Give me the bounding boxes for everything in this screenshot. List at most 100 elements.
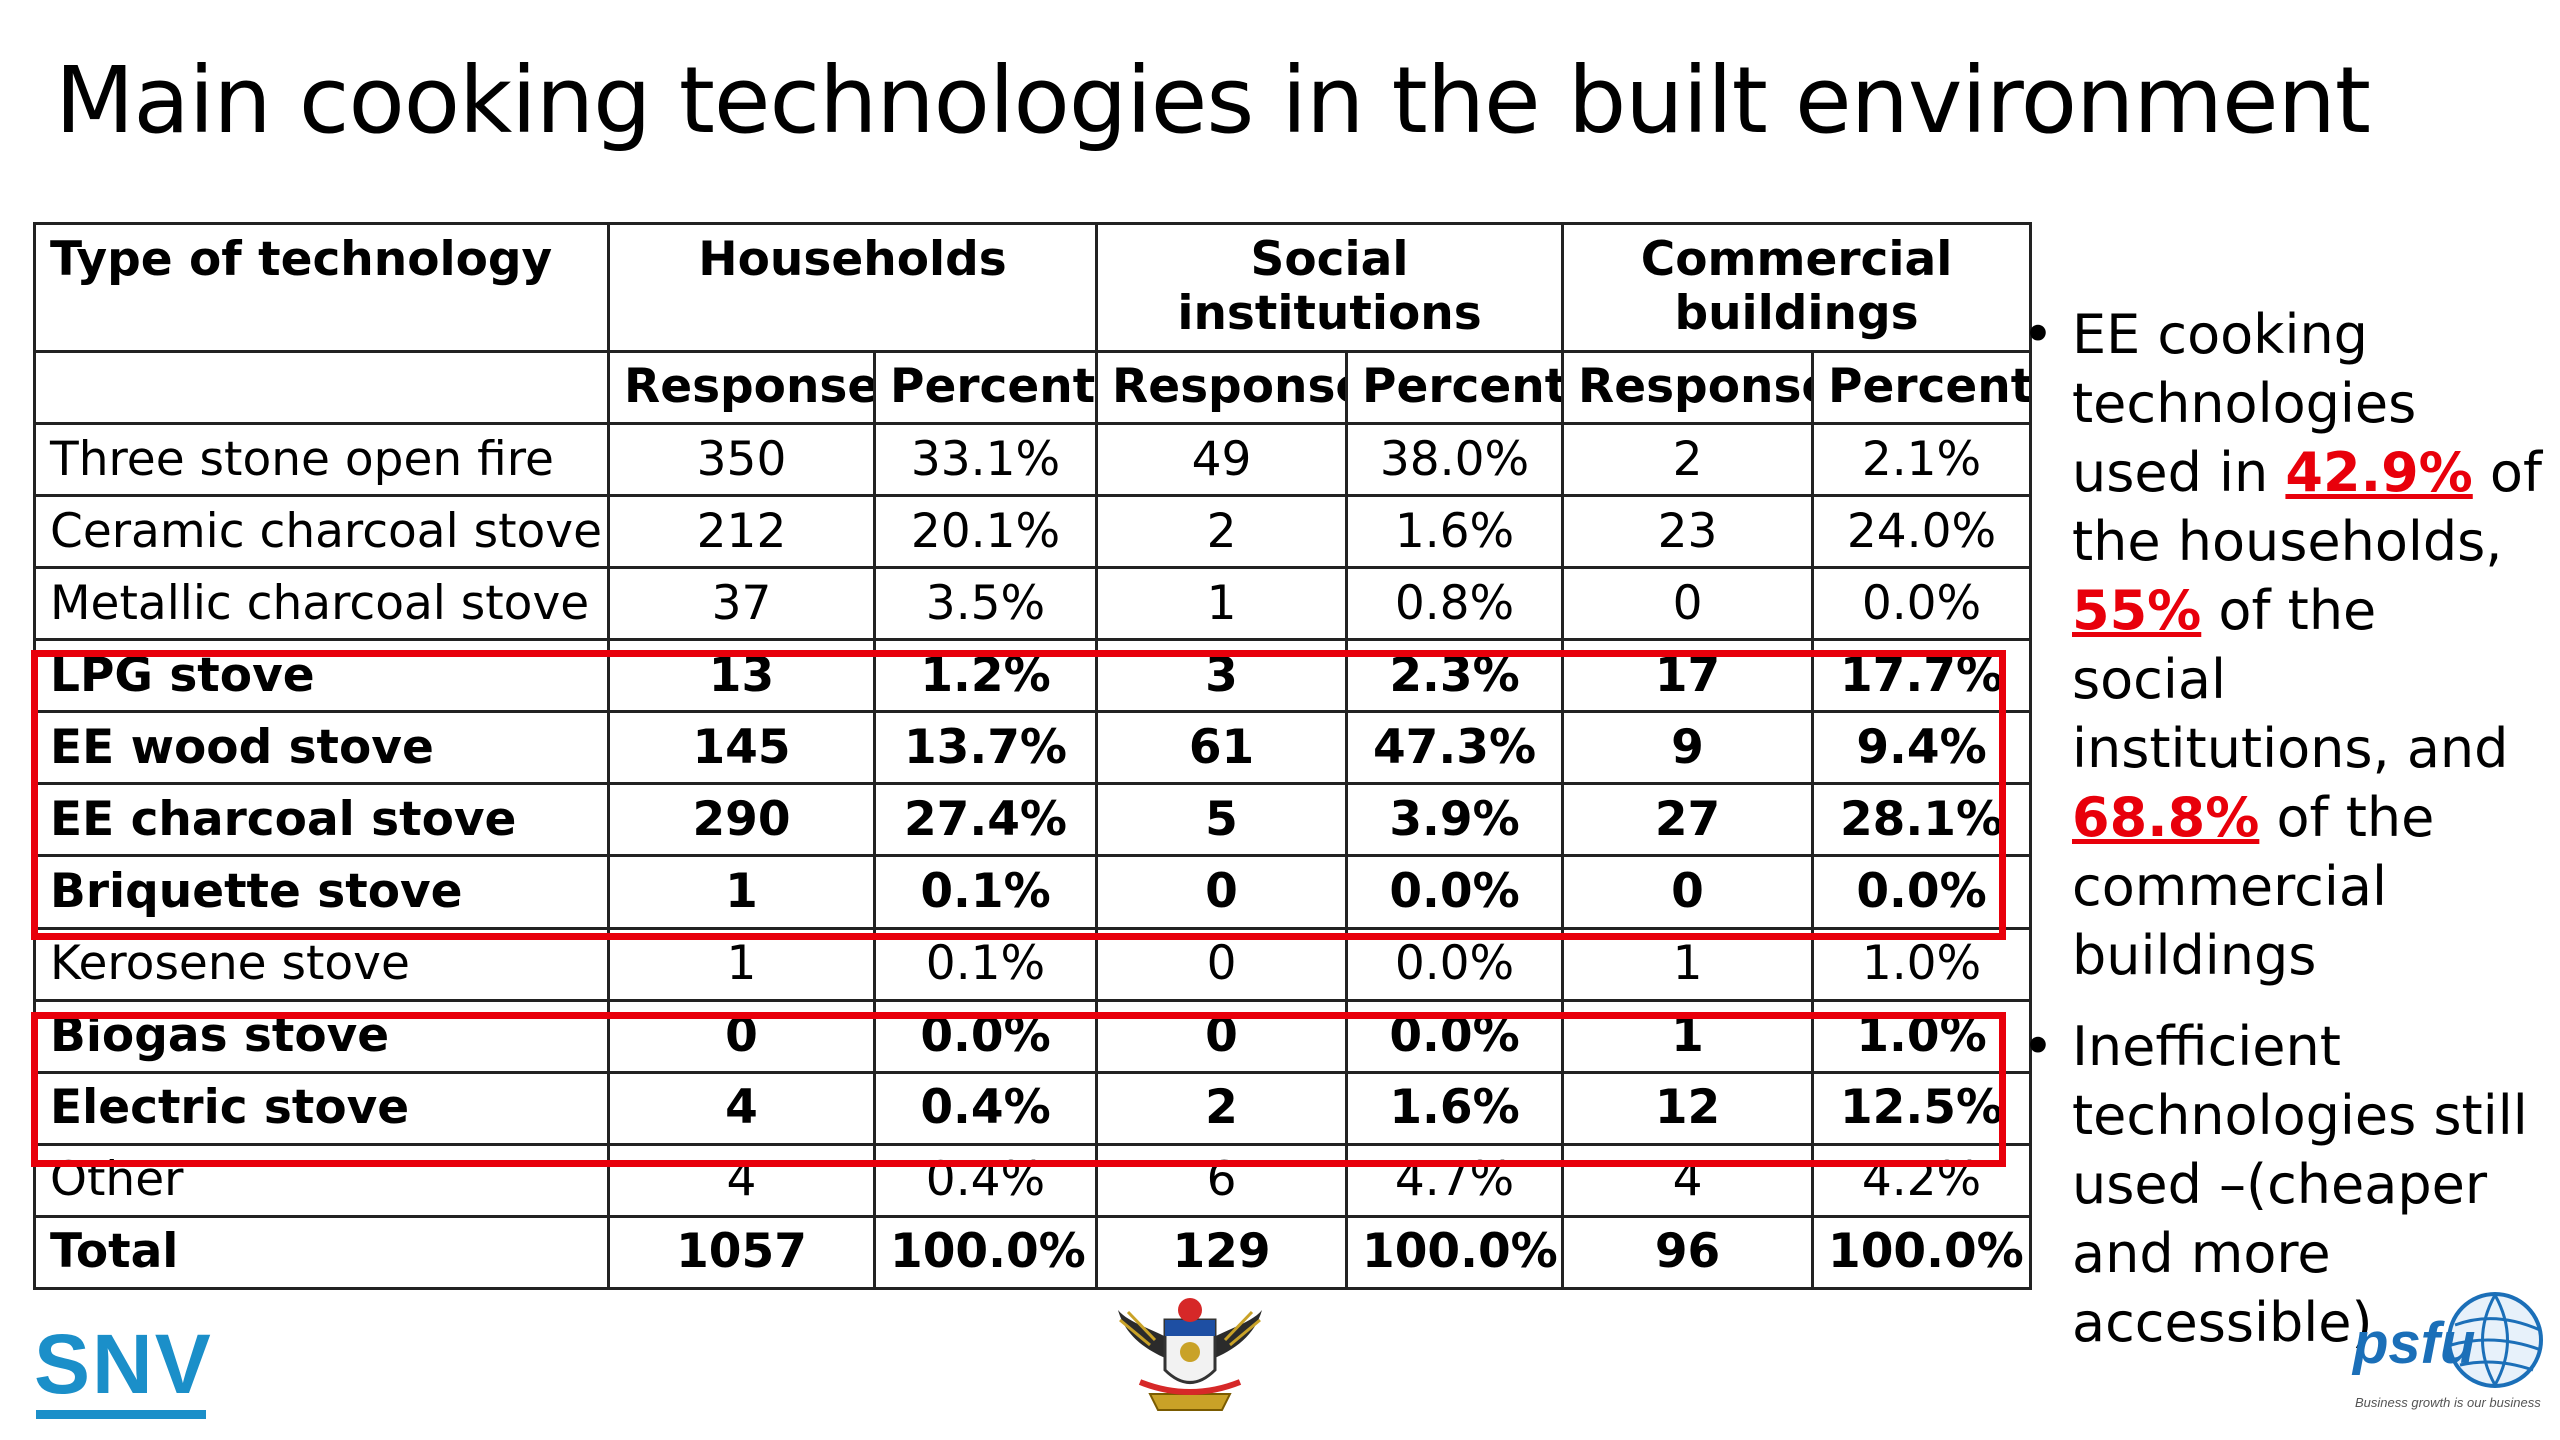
table-cell: 2 <box>1561 421 1815 498</box>
table-cell: 1 <box>1561 998 1815 1074</box>
table-cell: 4.2% <box>1811 1142 2033 1218</box>
snv-logo: SNV <box>34 1317 213 1411</box>
table-cell: 0.0% <box>1811 566 2033 642</box>
table-row: Kerosene stove 1 0.1% 0 0.0% 1 1.0% <box>33 926 2033 1002</box>
table-cell: 4 <box>607 1070 876 1146</box>
table-cell: 2 <box>1095 494 1349 570</box>
table-cell: 12.5% <box>1811 1070 2033 1146</box>
bullet-inefficient: • Inefficient technologies still used –(… <box>2020 1012 2545 1357</box>
table-cell: 350 <box>607 421 876 498</box>
table-cell: 61 <box>1095 710 1349 786</box>
table-cell: 0 <box>1561 566 1815 642</box>
table-cell: 38.0% <box>1345 421 1565 498</box>
table-cell: 9.4% <box>1811 710 2033 786</box>
psfu-wordmark: psfu <box>2351 1311 2475 1376</box>
header-blank <box>33 350 610 425</box>
table-cell: 0.0% <box>872 998 1099 1074</box>
table-cell: 27 <box>1561 782 1815 858</box>
table-cell: 1.0% <box>1811 926 2033 1002</box>
row-label: Metallic charcoal stove <box>33 566 610 642</box>
table-row: Briquette stove 1 0.1% 0 0.0% 0 0.0% <box>33 854 2033 930</box>
table-row: EE wood stove 145 13.7% 61 47.3% 9 9.4% <box>33 710 2033 786</box>
table-cell: 0.1% <box>872 854 1099 930</box>
table-row: Other 4 0.4% 6 4.7% 4 4.2% <box>33 1142 2033 1218</box>
subheader-response: Response <box>607 350 876 425</box>
slide-title: Main cooking technologies in the built e… <box>55 47 2371 154</box>
bullet-ee-usage: • EE cooking technologies used in 42.9% … <box>2020 300 2545 990</box>
summary-bullets: • EE cooking technologies used in 42.9% … <box>2020 300 2545 1379</box>
psfu-tagline: Business growth is our business <box>2355 1395 2541 1410</box>
table-cell: 1.0% <box>1811 998 2033 1074</box>
header-commercial-buildings: Commercial buildings <box>1561 222 2033 353</box>
table-cell: 0.0% <box>1345 854 1565 930</box>
table-cell: 100.0% <box>1811 1214 2033 1291</box>
table-cell: 24.0% <box>1811 494 2033 570</box>
table-cell: 6 <box>1095 1142 1349 1218</box>
table-row-total: Total 1057 100.0% 129 100.0% 96 100.0% <box>33 1214 2033 1291</box>
table-cell: 0 <box>1095 854 1349 930</box>
table-cell: 0 <box>1095 926 1349 1002</box>
table-cell: 1 <box>607 854 876 930</box>
psfu-globe-icon: psfu Business growth is our business <box>2351 1292 2543 1410</box>
snv-logo-underline <box>36 1410 206 1419</box>
table-cell: 1 <box>607 926 876 1002</box>
row-label: Electric stove <box>33 1070 610 1146</box>
table-cell: 212 <box>607 494 876 570</box>
table-cell: 1057 <box>607 1214 876 1291</box>
table-cell: 23 <box>1561 494 1815 570</box>
table-cell: 28.1% <box>1811 782 2033 858</box>
bullet-dot-icon: • <box>2022 303 2054 366</box>
highlight-commercial-percent: 68.8% <box>2072 786 2260 849</box>
table-cell: 1.6% <box>1345 1070 1565 1146</box>
table-cell: 2.1% <box>1811 421 2033 498</box>
highlight-households-percent: 42.9% <box>2285 441 2473 504</box>
header-social-institutions: Social institutions <box>1095 222 1565 353</box>
table-cell: 1 <box>1561 926 1815 1002</box>
bullet-dot-icon: • <box>2022 1015 2054 1078</box>
row-label: LPG stove <box>33 638 610 714</box>
table-cell: 47.3% <box>1345 710 1565 786</box>
table-cell: 3.5% <box>872 566 1099 642</box>
table-row: Three stone open fire 350 33.1% 49 38.0%… <box>33 421 2033 498</box>
table-row: Biogas stove 0 0.0% 0 0.0% 1 1.0% <box>33 998 2033 1074</box>
cooking-technology-table: Type of technology Households Social ins… <box>33 222 2033 1291</box>
table-cell: 17.7% <box>1811 638 2033 714</box>
table-cell: 0.0% <box>1345 998 1565 1074</box>
table-cell: 9 <box>1561 710 1815 786</box>
table-cell: 0.0% <box>1811 854 2033 930</box>
highlight-social-percent: 55% <box>2072 579 2202 642</box>
table-cell: 0 <box>607 998 876 1074</box>
table-row: Electric stove 4 0.4% 2 1.6% 12 12.5% <box>33 1070 2033 1146</box>
row-label: EE charcoal stove <box>33 782 610 858</box>
table-cell: 100.0% <box>872 1214 1099 1291</box>
subheader-percent: Percent <box>1811 350 2033 425</box>
table-cell: 0.0% <box>1345 926 1565 1002</box>
subheader-response: Response <box>1561 350 1815 425</box>
subheader-percent: Percent <box>1345 350 1565 425</box>
table-cell: 49 <box>1095 421 1349 498</box>
table-cell: 20.1% <box>872 494 1099 570</box>
table-row: Ceramic charcoal stove 212 20.1% 2 1.6% … <box>33 494 2033 570</box>
table-cell: 13.7% <box>872 710 1099 786</box>
table-cell: 17 <box>1561 638 1815 714</box>
table-cell: 4.7% <box>1345 1142 1565 1218</box>
row-label: Kerosene stove <box>33 926 610 1002</box>
table-cell: 1 <box>1095 566 1349 642</box>
row-label: Briquette stove <box>33 854 610 930</box>
university-crest-icon <box>1118 1298 1262 1411</box>
table-cell: 0 <box>1561 854 1815 930</box>
table-row: EE charcoal stove 290 27.4% 5 3.9% 27 28… <box>33 782 2033 858</box>
header-households: Households <box>606 222 1099 353</box>
table-cell: 2.3% <box>1345 638 1565 714</box>
table-cell: 4 <box>607 1142 876 1218</box>
table-cell: 96 <box>1561 1214 1815 1291</box>
row-label: Other <box>33 1142 610 1218</box>
row-label: Three stone open fire <box>33 421 610 498</box>
table-row: Metallic charcoal stove 37 3.5% 1 0.8% 0… <box>33 566 2033 642</box>
table-cell: 0 <box>1095 998 1349 1074</box>
table-cell: 3 <box>1095 638 1349 714</box>
table-cell: 0.8% <box>1345 566 1565 642</box>
subheader-percent: Percent <box>872 350 1099 425</box>
table-cell: 0.4% <box>872 1070 1099 1146</box>
table-cell: 12 <box>1561 1070 1815 1146</box>
